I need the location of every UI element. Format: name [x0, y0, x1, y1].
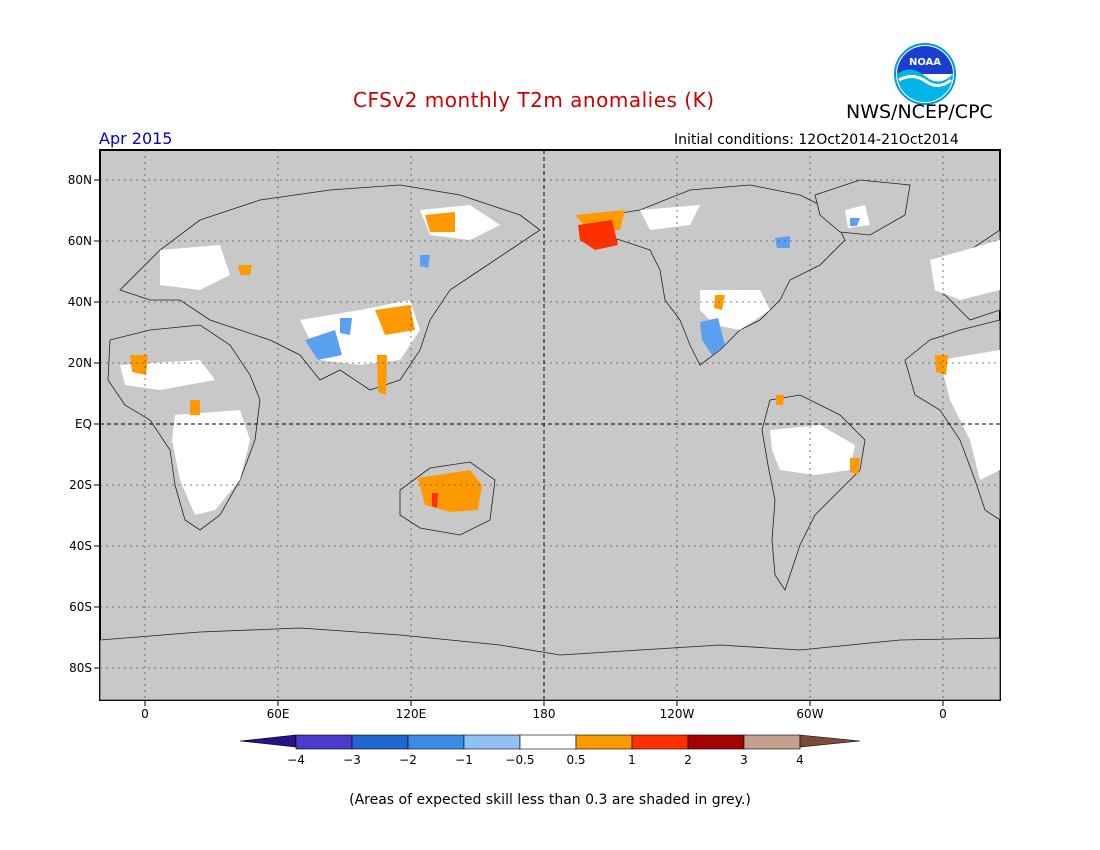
- colorbar-label: −4: [287, 753, 305, 767]
- colorbar-label: 1: [628, 753, 636, 767]
- colorbar-box: [351, 734, 409, 750]
- colorbar-box: [631, 734, 689, 750]
- svg-text:NOAA: NOAA: [909, 57, 941, 68]
- colorbar-label: −1: [455, 753, 473, 767]
- colorbar-label: 3: [740, 753, 748, 767]
- anomaly-red: [432, 220, 618, 508]
- skill-note: (Areas of expected skill less than 0.3 a…: [349, 792, 751, 808]
- lat-label: 20N: [68, 356, 92, 370]
- equator-dateline: [100, 150, 1000, 700]
- colorbar-box: [575, 734, 633, 750]
- graticule: [100, 150, 1000, 700]
- map-panel: [94, 149, 1001, 706]
- colorbar-box: [519, 734, 577, 750]
- lon-label: 60W: [796, 707, 823, 721]
- lat-label: 60S: [69, 600, 92, 614]
- colorbar-label: −3: [343, 753, 361, 767]
- antarctica: [99, 627, 1001, 701]
- lat-labels: 80N 60N 40N 20N EQ 20S 40S 60S 80S: [68, 173, 92, 675]
- lat-label: 20S: [69, 478, 92, 492]
- lon-label: 180: [533, 707, 556, 721]
- lat-label: 40N: [68, 295, 92, 309]
- colorbar-arrow-right: [799, 734, 861, 748]
- anomaly-blue: [305, 218, 860, 360]
- lon-label: 120E: [396, 707, 427, 721]
- colorbar: [239, 734, 861, 750]
- lon-label: 120W: [660, 707, 695, 721]
- colorbar-box: [463, 734, 521, 750]
- north-america: [589, 184, 846, 366]
- ticks: [94, 179, 944, 706]
- colorbar-label: 2: [684, 753, 692, 767]
- colorbar-box: [295, 734, 353, 750]
- colorbar-box: [687, 734, 745, 750]
- colorbar-label: 4: [796, 753, 804, 767]
- colorbar-arrow-left: [239, 734, 297, 748]
- colorbar-box: [743, 734, 801, 750]
- noaa-logo: NOAA: [894, 43, 956, 105]
- lat-label: EQ: [75, 417, 92, 431]
- lat-label: 80S: [69, 661, 92, 675]
- lat-label: 80N: [68, 173, 92, 187]
- eurasia: [119, 184, 541, 391]
- colorbar-label: −2: [399, 753, 417, 767]
- lat-label: 40S: [69, 539, 92, 553]
- lat-label: 60N: [68, 234, 92, 248]
- lon-labels: 0 60E 120E 180 120W 60W 0: [141, 707, 947, 721]
- colorbar-box: [407, 734, 465, 750]
- initial-conditions-label: Initial conditions: 12Oct2014-21Oct2014: [674, 132, 959, 148]
- colorbar-label: 0.5: [566, 753, 585, 767]
- lon-label: 60E: [267, 707, 290, 721]
- lon-label: 0: [141, 707, 149, 721]
- agency-label: NWS/NCEP/CPC: [846, 101, 993, 123]
- month-label: Apr 2015: [99, 129, 173, 148]
- colorbar-label: −0.5: [505, 753, 534, 767]
- colorbar-labels: −4 −3 −2 −1 −0.5 0.5 1 2 3 4: [287, 753, 804, 767]
- lon-label: 0: [939, 707, 947, 721]
